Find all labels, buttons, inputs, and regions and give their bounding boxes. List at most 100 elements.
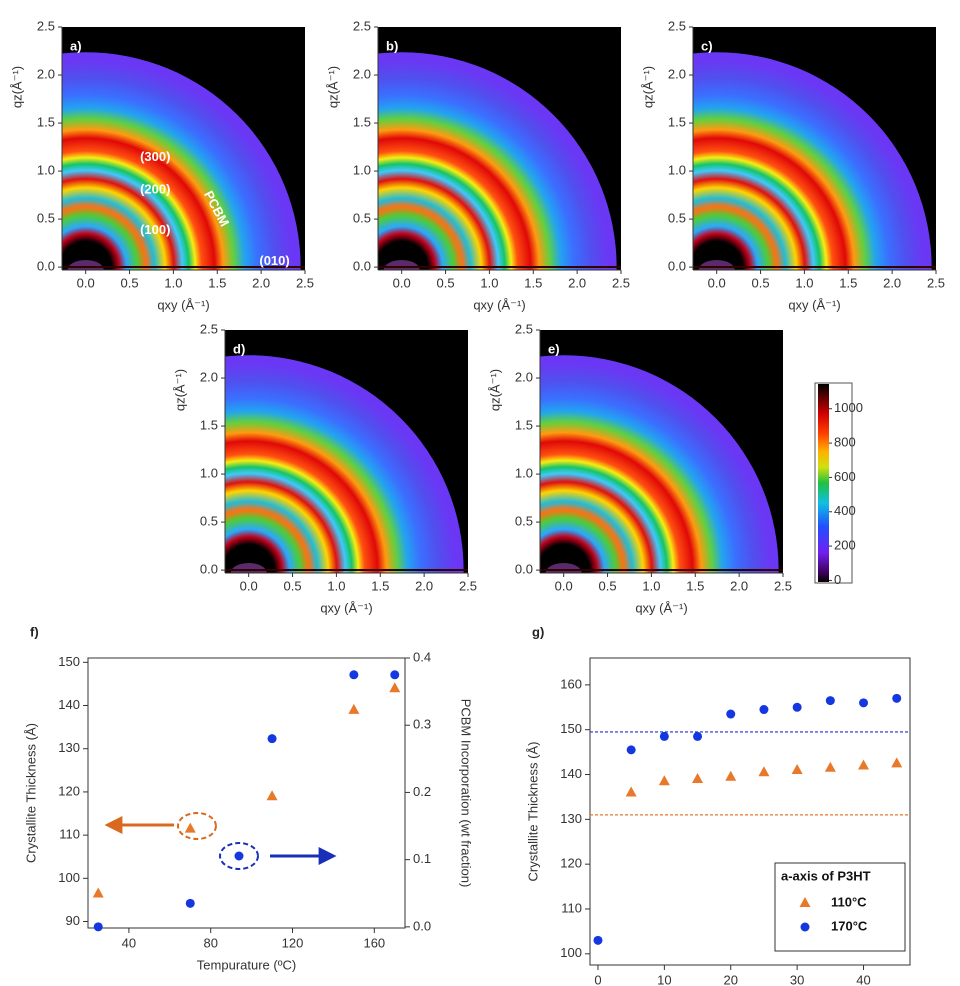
x-tick-label: 10 [657,972,671,986]
y-tick-label: 1.0 [200,466,218,481]
y-tick-label: 140 [560,766,582,781]
x-axis-label: Tempurature (ºC) [197,957,296,972]
y-tick-label: 120 [58,783,80,798]
panel-label: a) [70,38,82,53]
panel-label: f) [30,624,39,639]
colorbar-tick-label: 0 [834,572,841,587]
y-tick-label: 0.0 [515,562,533,577]
y-tick-label: 1.0 [515,466,533,481]
x-tick-label: 2.5 [296,275,314,290]
marker-circle [800,922,810,932]
y-axis-label: qz(Å⁻¹) [9,66,24,108]
y-axis-label: qz(Å⁻¹) [487,369,502,411]
y2-tick-label: 0.0 [413,918,431,933]
annotation: (100) [140,222,170,237]
legend-box [774,862,906,952]
x-tick-label: 1.5 [371,578,389,593]
x-tick-label: 0.5 [599,578,617,593]
y-axis-label: Crystallite Thickness (Å) [525,742,540,882]
marker-triangle [348,703,360,714]
y2-tick-label: 0.2 [413,784,431,799]
y-tick-label: 90 [66,913,80,928]
x-tick-label: 2.0 [883,275,901,290]
x-tick-label: 1.0 [642,578,660,593]
marker-triangle [758,766,770,777]
y-tick-label: 1.0 [668,163,686,178]
y-tick-label: 2.5 [668,18,686,33]
marker-circle [659,731,669,741]
colorbar [818,384,829,582]
y-tick-label: 2.0 [515,369,533,384]
x-tick-label: 2.0 [730,578,748,593]
colorbar-tick-label: 800 [834,435,856,450]
scattering-rings [225,355,464,573]
y-tick-label: 0.5 [200,514,218,529]
y-tick-label: 2.5 [200,321,218,336]
marker-triangle [625,786,637,797]
y-tick-label: 2.0 [353,66,371,81]
heatmap-image [693,27,936,270]
y-tick-label: 100 [58,870,80,885]
annotation-ellipse [219,842,259,870]
y2-axis-label: PCBM Incorporation (wt fraction) [459,699,474,888]
y2-tick-label: 0.1 [413,851,431,866]
x-tick-label: 80 [203,935,217,950]
panel-label: d) [233,341,245,356]
y-tick-label: 110 [59,827,80,842]
x-axis-label: qxy (Å⁻¹) [788,297,840,312]
x-axis-label: qxy (Å⁻¹) [635,600,687,615]
y-tick-label: 1.5 [353,114,371,129]
colorbar-tick-label: 400 [834,503,856,518]
marker-triangle [658,775,670,786]
x-tick-label: 2.0 [568,275,586,290]
y-tick-label: 1.5 [668,114,686,129]
panel-label: e) [548,341,560,356]
x-tick-label: 1.0 [480,275,498,290]
y-tick-label: 0.5 [353,211,371,226]
y-tick-label: 120 [560,856,582,871]
x-tick-label: 0.0 [708,275,726,290]
x-tick-label: 0.5 [284,578,302,593]
marker-triangle [858,759,870,770]
x-tick-label: 120 [282,935,304,950]
marker-circle [349,670,359,680]
y-tick-label: 130 [560,811,582,826]
x-tick-label: 0.0 [77,275,95,290]
scattering-rings [62,52,301,270]
marker-circle [859,698,869,708]
y-tick-label: 110 [561,900,582,915]
x-tick-label: 2.5 [927,275,945,290]
x-tick-label: 0.0 [555,578,573,593]
y-tick-label: 1.5 [37,114,55,129]
panel-label: g) [532,624,544,639]
marker-triangle [891,757,903,768]
x-tick-label: 30 [790,972,804,986]
y-tick-label: 160 [560,676,582,691]
x-tick-label: 1.5 [686,578,704,593]
x-tick-label: 40 [122,935,136,950]
x-tick-label: 0.0 [393,275,411,290]
y-tick-label: 0.5 [515,514,533,529]
panel-label: c) [701,38,713,53]
marker-circle [185,898,195,908]
annotation: (010) [259,253,289,268]
marker-circle [825,696,835,706]
marker-circle [267,734,277,744]
plot-frame [87,657,406,929]
heatmap-image [225,330,468,573]
x-tick-label: 160 [363,935,385,950]
marker-triangle [791,764,803,775]
x-tick-label: 0.5 [752,275,770,290]
marker-circle [792,702,802,712]
x-tick-label: 0.0 [240,578,258,593]
legend-label: 170°C [831,918,868,933]
colorbar-tick-label: 600 [834,469,856,484]
marker-triangle [389,682,401,693]
heatmap-image [378,27,621,270]
marker-circle [93,922,103,932]
y-tick-label: 1.0 [37,163,55,178]
x-tick-label: 1.0 [327,578,345,593]
x-tick-label: 1.5 [524,275,542,290]
